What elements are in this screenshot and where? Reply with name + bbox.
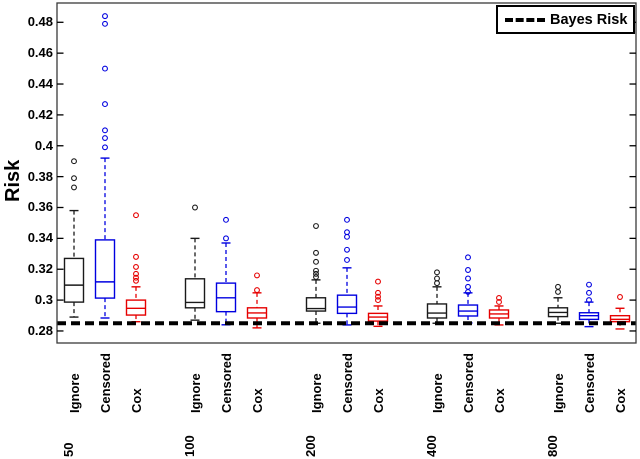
x-tick-label-censored: Censored <box>97 353 113 413</box>
outlier-marker-censored-800 <box>586 297 592 304</box>
outlier-marker-censored-50 <box>102 127 108 134</box>
group-label-200: 200 <box>302 435 318 457</box>
outlier-marker-ignore-50 <box>71 158 77 165</box>
outlier-marker-censored-200 <box>344 257 350 263</box>
outlier-marker-censored-200 <box>344 229 350 236</box>
outlier-marker-censored-200 <box>344 246 350 253</box>
outlier-marker-ignore-200 <box>313 270 319 277</box>
outlier-marker-censored-50 <box>102 144 108 151</box>
outlier-marker-cox-50 <box>133 277 139 284</box>
y-tick-label: 0.3 <box>34 292 53 308</box>
outlier-marker-ignore-200 <box>313 258 319 265</box>
y-tick-label: 0.44 <box>27 76 53 92</box>
group-label-800: 800 <box>544 435 560 457</box>
outlier-marker-cox-400 <box>496 294 502 301</box>
outlier-marker-censored-800 <box>586 289 592 296</box>
x-tick-label-cox: Cox <box>249 388 265 413</box>
outlier-marker-censored-400 <box>465 267 471 273</box>
outlier-marker-cox-200 <box>375 297 381 304</box>
outlier-marker-cox-100 <box>254 287 260 294</box>
bayes-risk-dashed-line-sample <box>505 17 545 22</box>
y-tick-label: 0.38 <box>27 168 53 184</box>
y-tick-label: 0.36 <box>27 199 53 215</box>
box-ignore-200 <box>305 297 327 312</box>
x-tick-label-ignore: Ignore <box>429 373 445 413</box>
x-tick-label-ignore: Ignore <box>308 373 324 413</box>
outlier-marker-censored-100 <box>223 235 229 242</box>
x-tick-label-ignore: Ignore <box>187 373 203 413</box>
y-tick-label: 0.32 <box>27 261 53 277</box>
outlier-marker-cox-400 <box>496 298 502 305</box>
outlier-marker-cox-50 <box>133 274 139 281</box>
outlier-marker-censored-50 <box>102 101 108 108</box>
x-tick-label-ignore: Ignore <box>66 373 82 413</box>
outlier-marker-censored-50 <box>102 20 108 27</box>
y-tick-label: 0.34 <box>27 230 53 246</box>
outlier-marker-censored-400 <box>465 283 471 290</box>
box-censored-50 <box>94 239 116 299</box>
outlier-marker-cox-100 <box>254 272 260 279</box>
outlier-marker-censored-50 <box>102 13 108 20</box>
outlier-marker-cox-200 <box>375 278 381 285</box>
outlier-marker-cox-200 <box>375 289 381 296</box>
outlier-marker-ignore-50 <box>71 184 77 191</box>
outlier-marker-censored-50 <box>102 65 108 72</box>
x-tick-label-censored: Censored <box>339 353 355 413</box>
outlier-marker-cox-800 <box>617 294 623 300</box>
x-tick-label-cox: Cox <box>491 388 507 413</box>
x-tick-label-censored: Censored <box>218 353 234 413</box>
outlier-marker-censored-400 <box>465 275 471 282</box>
x-tick-label-cox: Cox <box>370 388 386 413</box>
outlier-marker-cox-50 <box>133 270 139 277</box>
outlier-marker-cox-50 <box>133 253 139 260</box>
box-ignore-100 <box>184 278 206 309</box>
x-tick-label-cox: Cox <box>128 388 144 413</box>
group-label-400: 400 <box>423 435 439 457</box>
y-tick-label: 0.4 <box>34 137 53 153</box>
outlier-marker-ignore-200 <box>313 273 319 280</box>
box-ignore-400 <box>426 303 448 319</box>
outlier-marker-ignore-400 <box>434 280 440 287</box>
outlier-marker-censored-800 <box>586 281 592 288</box>
x-tick-label-censored: Censored <box>460 353 476 413</box>
axes-border <box>56 2 637 344</box>
outlier-marker-ignore-100 <box>192 204 198 211</box>
outlier-marker-ignore-400 <box>434 269 440 276</box>
y-tick-label: 0.28 <box>27 322 53 338</box>
y-tick-label: 0.46 <box>27 45 53 61</box>
box-ignore-50 <box>63 257 85 303</box>
outlier-marker-censored-200 <box>344 233 350 240</box>
outlier-marker-ignore-400 <box>434 275 440 282</box>
outlier-marker-ignore-800 <box>555 283 561 290</box>
group-label-100: 100 <box>181 435 197 457</box>
box-censored-200 <box>336 294 358 315</box>
outlier-marker-ignore-200 <box>313 267 319 274</box>
x-tick-label-censored: Censored <box>581 353 597 413</box>
outlier-marker-ignore-200 <box>313 249 319 256</box>
y-tick-label: 0.42 <box>27 106 53 122</box>
outlier-marker-ignore-200 <box>313 223 319 229</box>
y-tick-label: 0.48 <box>27 14 53 30</box>
outlier-marker-censored-200 <box>344 216 350 223</box>
legend: Bayes Risk <box>496 5 635 34</box>
legend-label: Bayes Risk <box>550 11 628 28</box>
outlier-marker-cox-50 <box>133 263 139 270</box>
outlier-marker-ignore-800 <box>555 288 561 295</box>
x-tick-label-ignore: Ignore <box>550 373 566 413</box>
outlier-marker-ignore-50 <box>71 175 77 182</box>
x-tick-label-cox: Cox <box>612 388 628 413</box>
group-label-50: 50 <box>60 442 76 457</box>
outlier-marker-censored-50 <box>102 135 108 141</box>
outlier-marker-censored-400 <box>465 254 471 261</box>
outlier-marker-cox-50 <box>133 212 139 219</box>
outlier-marker-censored-100 <box>223 216 229 223</box>
y-axis-title: Risk <box>2 159 24 202</box>
outlier-marker-cox-200 <box>375 293 381 300</box>
